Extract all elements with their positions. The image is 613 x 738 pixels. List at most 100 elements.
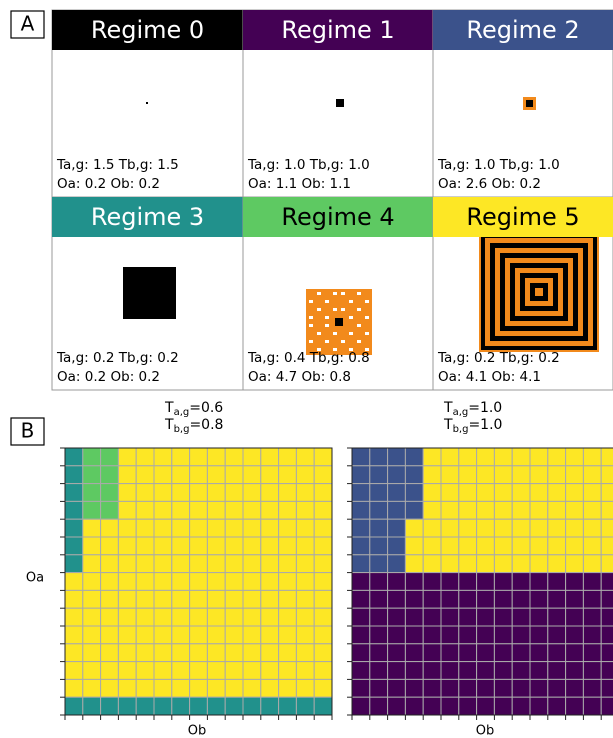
heatmap-cell [83,608,101,626]
heatmap-cell [405,484,423,502]
heatmap-cell [314,537,332,555]
pattern [365,332,369,335]
tile-title: Regime 2 [466,16,579,44]
pattern [357,324,361,327]
heatmap-cell [296,501,314,519]
heatmap-cell [405,697,423,715]
heatmap-cell [190,537,208,555]
pattern [325,340,329,343]
heatmap-cell [118,537,136,555]
heatmap-cell [459,555,477,573]
heatmap-cell [296,590,314,608]
heatmap-cell [118,644,136,662]
heatmap-cell [459,501,477,519]
heatmap-cell [370,484,388,502]
pattern [341,308,345,311]
heatmap-cell [512,448,530,466]
pattern [336,99,344,107]
heatmap-cell [261,573,279,591]
title-value: =1.0 [468,417,502,433]
heatmap-cell [388,466,406,484]
heatmap-cell [512,626,530,644]
heatmap-cell [243,555,261,573]
heatmap-cell [83,697,101,715]
heatmap-cell [583,590,601,608]
heatmap-cell [101,573,119,591]
heatmap-cell [530,537,548,555]
heatmap-cell [566,679,584,697]
heatmap-cell [459,590,477,608]
heatmap-cell [441,626,459,644]
heatmap-cell [352,537,370,555]
heatmap-cell [583,484,601,502]
heatmap-cell [512,537,530,555]
heatmap-cell [296,697,314,715]
heatmap-cell [136,466,154,484]
heatmap-cell [405,573,423,591]
heatmap-cell [352,573,370,591]
x-axis-label: Ob [188,724,206,738]
heatmap-cell [583,662,601,680]
heatmap-cell [207,501,225,519]
heatmap-cell [494,448,512,466]
heatmap-cell [207,662,225,680]
heatmap-cell [441,519,459,537]
heatmap-cell [225,590,243,608]
heatmap-cell [370,573,388,591]
heatmap-cell [405,537,423,555]
heatmap-cell [136,555,154,573]
heatmap-cell [172,448,190,466]
heatmap-cell [314,448,332,466]
heatmap-cell [423,590,441,608]
heatmap-cell [601,590,613,608]
heatmap-cell [423,555,441,573]
heatmap-cell [388,555,406,573]
heatmap-cell [566,626,584,644]
heatmap-cell [190,484,208,502]
heatmap-cell [370,466,388,484]
heatmap-cell [370,448,388,466]
heatmap-cell [190,466,208,484]
tile-params: Ta,g: 1.0 Tb,g: 1.0 [247,157,370,173]
heatmap-cell [136,644,154,662]
heatmap-cell [477,448,495,466]
heatmap-cell [314,501,332,519]
heatmap-title: Ta,g=1.0 [443,400,502,418]
heatmap-cell [548,697,566,715]
heatmap-cell [279,679,297,697]
heatmap-cell [370,590,388,608]
heatmap-cell [566,644,584,662]
heatmap-cell [190,519,208,537]
heatmap-cell [225,697,243,715]
heatmap-cell [279,573,297,591]
heatmap-cell [494,573,512,591]
heatmap-cell [261,519,279,537]
heatmap-cell [154,555,172,573]
heatmap-cell [352,662,370,680]
heatmap-cell [530,662,548,680]
heatmap-cell [388,484,406,502]
heatmap-cell [172,662,190,680]
heatmap-cell [154,662,172,680]
heatmap-cell [405,519,423,537]
heatmap-cell [243,501,261,519]
heatmap-cell [566,484,584,502]
heatmap-cell [388,448,406,466]
pattern [341,340,345,343]
heatmap-cell [423,448,441,466]
heatmap-cell [190,697,208,715]
pattern [365,316,369,319]
panel-label: B [21,419,35,443]
heatmap-cell [352,608,370,626]
heatmap-cell [441,697,459,715]
title-symbol: T [443,400,453,416]
heatmap-cell [566,501,584,519]
heatmap-cell [225,662,243,680]
heatmap-cell [136,537,154,555]
pattern [123,267,176,319]
heatmap-cell [459,537,477,555]
title-value: =0.6 [189,400,223,416]
pattern [357,340,361,343]
heatmap-cell [423,608,441,626]
heatmap-cell [494,484,512,502]
